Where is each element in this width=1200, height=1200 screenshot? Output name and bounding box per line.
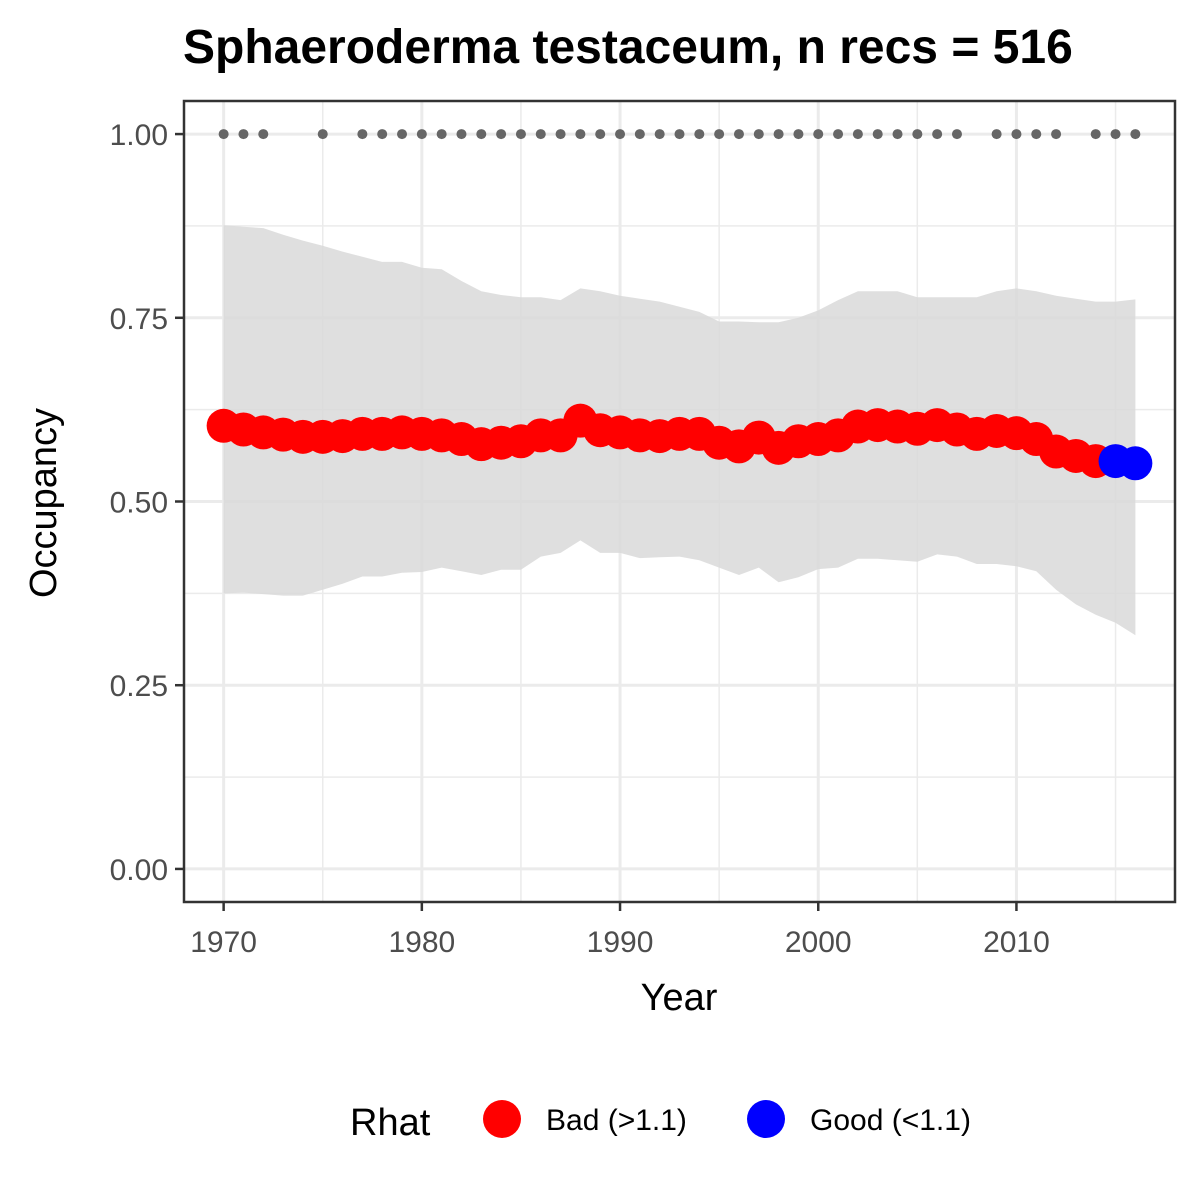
record-point <box>377 129 388 140</box>
record-point <box>317 129 328 140</box>
record-point <box>694 129 705 140</box>
record-point <box>555 129 566 140</box>
x-tick-label: 1990 <box>587 926 654 959</box>
chart-title: Sphaeroderma testaceum, n recs = 516 <box>183 21 1073 74</box>
y-tick-label: 0.50 <box>110 487 168 520</box>
record-point <box>951 129 962 140</box>
record-point <box>813 129 824 140</box>
record-point <box>1011 129 1022 140</box>
record-point <box>674 129 685 140</box>
record-point <box>912 129 923 140</box>
record-point <box>852 129 863 140</box>
record-point <box>615 129 626 140</box>
record-point <box>496 129 507 140</box>
record-point <box>416 129 427 140</box>
x-tick-label: 1970 <box>190 926 257 959</box>
legend-label-bad: Bad (>1.1) <box>546 1104 687 1137</box>
record-point <box>436 129 447 140</box>
record-point <box>654 129 665 140</box>
y-tick-label: 0.25 <box>110 670 168 703</box>
legend-title: Rhat <box>350 1102 431 1144</box>
record-point <box>733 129 744 140</box>
record-point <box>575 129 586 140</box>
record-point <box>397 129 408 140</box>
x-tick-label: 2000 <box>785 926 852 959</box>
record-point <box>218 129 229 140</box>
record-point <box>833 129 844 140</box>
record-point <box>753 129 764 140</box>
record-point <box>634 129 645 140</box>
record-point <box>357 129 368 140</box>
record-point <box>1110 129 1121 140</box>
record-point <box>932 129 943 140</box>
record-point <box>476 129 487 140</box>
y-tick-label: 1.00 <box>110 119 168 152</box>
record-point <box>456 129 467 140</box>
y-tick-label: 0.00 <box>110 854 168 887</box>
record-point <box>258 129 269 140</box>
record-point <box>1051 129 1062 140</box>
y-tick-label: 0.75 <box>110 303 168 336</box>
record-point <box>872 129 883 140</box>
record-point <box>1130 129 1141 140</box>
record-point <box>238 129 249 140</box>
occupancy-point-good <box>1118 446 1153 481</box>
x-tick-label: 2010 <box>983 926 1050 959</box>
plot-panel <box>182 99 1177 904</box>
record-point <box>535 129 546 140</box>
legend-key-bad <box>483 1100 521 1138</box>
record-point <box>793 129 804 140</box>
record-point <box>773 129 784 140</box>
record-point <box>1031 129 1042 140</box>
x-tick-label: 1980 <box>388 926 455 959</box>
x-axis-title: Year <box>641 977 718 1019</box>
legend: Rhat Bad (>1.1) Good (<1.1) <box>350 1100 971 1144</box>
x-axis: 1970 1980 1990 2000 2010 <box>190 902 1050 959</box>
record-point <box>595 129 606 140</box>
record-point <box>1090 129 1101 140</box>
record-point <box>714 129 725 140</box>
record-point <box>892 129 903 140</box>
y-axis: 0.00 0.25 0.50 0.75 1.00 <box>110 119 184 887</box>
record-point <box>991 129 1002 140</box>
legend-key-good <box>747 1100 785 1138</box>
record-point <box>515 129 526 140</box>
y-axis-title: Occupancy <box>23 408 65 598</box>
legend-label-good: Good (<1.1) <box>810 1104 971 1137</box>
